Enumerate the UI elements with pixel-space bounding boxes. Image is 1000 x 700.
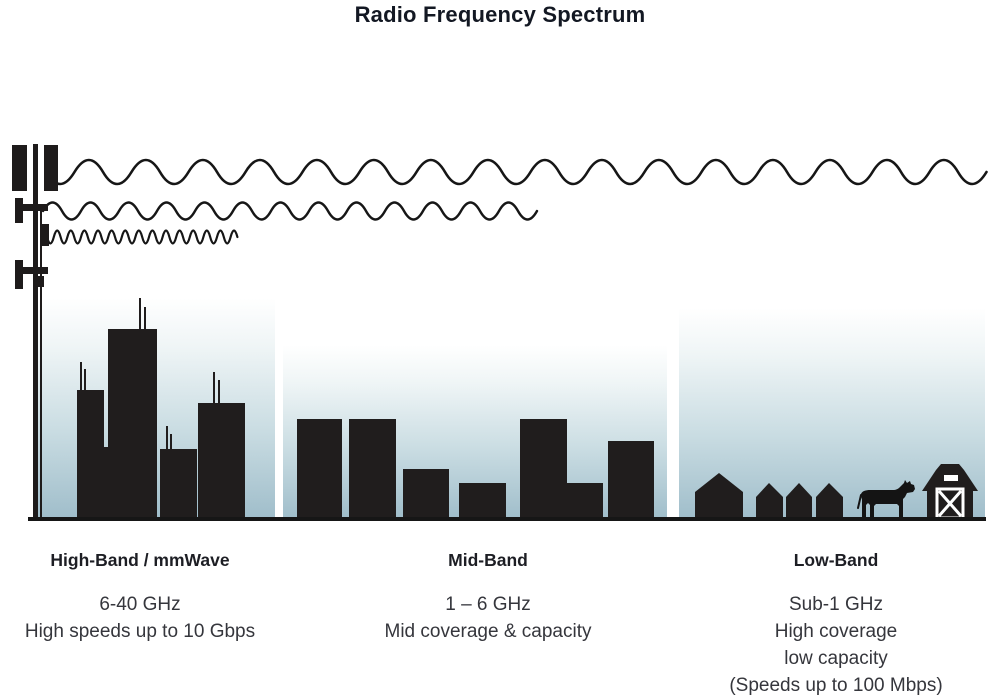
long-wavelength-wave-icon xyxy=(44,158,988,186)
barn-loft-window xyxy=(944,475,958,481)
antenna-panel-right xyxy=(44,145,58,191)
ground-line xyxy=(28,517,986,521)
small-transmitter xyxy=(42,224,49,246)
side-antenna-lower xyxy=(15,260,23,289)
high-band-frequency-range: 6-40 GHz xyxy=(99,594,181,615)
skyscraper xyxy=(77,390,104,520)
mid-building xyxy=(608,441,654,520)
mid-building xyxy=(567,483,603,520)
town-buildings-icon xyxy=(297,419,654,520)
house-icon xyxy=(816,483,843,520)
band-label-low-band: Low-Band xyxy=(696,550,976,571)
house-icon xyxy=(695,473,743,520)
medium-wavelength-wave-icon xyxy=(41,201,539,221)
cell-tower-icon xyxy=(12,144,58,520)
side-antenna-upper xyxy=(15,198,23,223)
barn-icon xyxy=(922,464,978,520)
low-band-heading: Low-Band xyxy=(793,550,879,570)
skyscraper xyxy=(198,403,245,520)
mid-building xyxy=(403,469,449,520)
high-band-heading: High-Band / mmWave xyxy=(50,550,230,570)
spectrum-diagram xyxy=(12,144,988,521)
mid-band-description: 1 – 6 GHz Mid coverage & capacity xyxy=(348,591,628,645)
low-band-speed-note: (Speeds up to 100 Mbps) xyxy=(729,675,943,696)
skyscraper xyxy=(160,449,197,520)
page-title: Radio Frequency Spectrum xyxy=(354,2,646,27)
band-label-high-band: High-Band / mmWave xyxy=(0,550,280,571)
high-band-description: 6-40 GHz High speeds up to 10 Gbps xyxy=(0,591,280,645)
tower-mast xyxy=(33,144,38,520)
tower-crossarm-lower xyxy=(16,267,48,274)
house-icon xyxy=(756,483,783,520)
short-wavelength-wave-icon xyxy=(45,229,239,245)
low-band-description: Sub-1 GHz High coverage low capacity (Sp… xyxy=(696,591,976,699)
barn-door-crossbuck xyxy=(937,490,963,517)
skyscraper xyxy=(108,329,157,520)
high-band-capability: High speeds up to 10 Gbps xyxy=(24,621,256,642)
antenna-panel-left xyxy=(12,145,27,191)
rural-farm-icon xyxy=(695,464,978,520)
mid-building xyxy=(459,483,506,520)
mid-band-frequency-range: 1 – 6 GHz xyxy=(445,594,531,615)
cow-tail xyxy=(857,494,862,509)
mid-building xyxy=(520,419,567,520)
rooftop-antennas xyxy=(80,298,220,449)
mid-building xyxy=(297,419,342,520)
cow-icon xyxy=(857,480,915,518)
mid-band-heading: Mid-Band xyxy=(448,550,528,570)
low-band-capacity: low capacity xyxy=(784,648,888,669)
band-label-mid-band: Mid-Band xyxy=(348,550,628,571)
city-skyline-icon xyxy=(77,298,245,520)
tower-guy-line xyxy=(40,205,42,520)
low-band-coverage: High coverage xyxy=(774,621,898,642)
house-icon xyxy=(786,483,812,520)
mid-building xyxy=(349,419,396,520)
low-band-frequency-range: Sub-1 GHz xyxy=(789,594,883,615)
tower-crossarm-upper xyxy=(16,204,48,211)
mid-band-capability: Mid coverage & capacity xyxy=(384,621,592,642)
tower-stub xyxy=(38,276,44,287)
